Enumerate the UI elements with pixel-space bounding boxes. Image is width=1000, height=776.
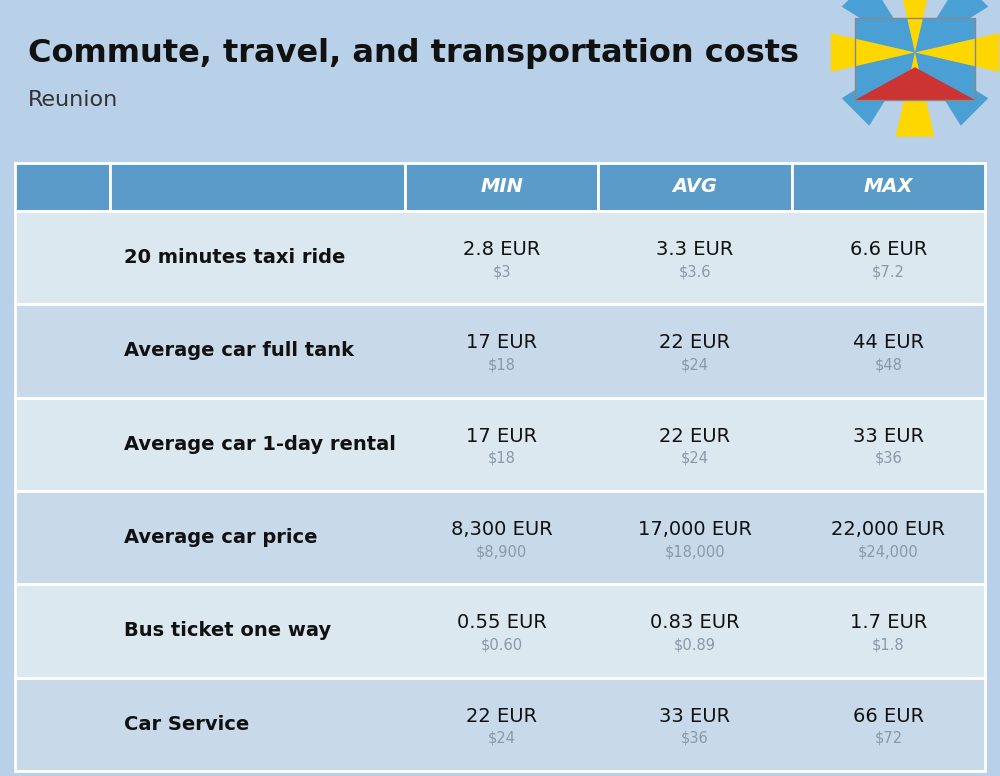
Text: 17 EUR: 17 EUR — [466, 427, 537, 446]
Text: $72: $72 — [874, 731, 902, 746]
Text: 0.55 EUR: 0.55 EUR — [457, 614, 547, 632]
Bar — [15, 491, 985, 584]
Text: 20 minutes taxi ride: 20 minutes taxi ride — [124, 248, 345, 267]
Polygon shape — [855, 68, 975, 100]
Text: $8,900: $8,900 — [476, 544, 527, 559]
Bar — [15, 304, 985, 397]
Text: $7.2: $7.2 — [872, 264, 905, 279]
Bar — [405, 163, 598, 211]
Polygon shape — [842, 53, 915, 126]
Text: Average car price: Average car price — [124, 528, 318, 547]
Bar — [792, 163, 985, 211]
Text: $0.89: $0.89 — [674, 638, 716, 653]
Bar — [855, 18, 975, 100]
Polygon shape — [915, 0, 988, 53]
Text: $36: $36 — [874, 451, 902, 466]
Text: AVG: AVG — [673, 178, 717, 196]
Bar — [598, 163, 792, 211]
Text: $48: $48 — [874, 358, 902, 372]
Polygon shape — [831, 33, 915, 72]
Text: Reunion: Reunion — [28, 90, 118, 110]
Text: 2.8 EUR: 2.8 EUR — [463, 240, 540, 259]
Text: $18,000: $18,000 — [665, 544, 725, 559]
Text: 1.7 EUR: 1.7 EUR — [850, 614, 927, 632]
Text: 6.6 EUR: 6.6 EUR — [850, 240, 927, 259]
Text: $18: $18 — [488, 358, 516, 372]
Text: Average car full tank: Average car full tank — [124, 341, 354, 361]
Text: 17 EUR: 17 EUR — [466, 334, 537, 352]
Text: $3: $3 — [492, 264, 511, 279]
Polygon shape — [842, 0, 915, 53]
Text: MIN: MIN — [480, 178, 523, 196]
Text: $24,000: $24,000 — [858, 544, 919, 559]
Text: 33 EUR: 33 EUR — [659, 707, 731, 726]
Text: 0.83 EUR: 0.83 EUR — [650, 614, 740, 632]
Text: Average car 1-day rental: Average car 1-day rental — [124, 435, 396, 454]
Text: $24: $24 — [681, 451, 709, 466]
Text: $1.8: $1.8 — [872, 638, 905, 653]
Text: 17,000 EUR: 17,000 EUR — [638, 520, 752, 539]
Polygon shape — [896, 0, 934, 53]
Text: 22 EUR: 22 EUR — [466, 707, 537, 726]
Text: 8,300 EUR: 8,300 EUR — [451, 520, 553, 539]
Bar — [855, 18, 975, 100]
Text: $0.60: $0.60 — [481, 638, 523, 653]
Text: Car Service: Car Service — [124, 715, 249, 734]
Polygon shape — [915, 33, 999, 72]
Text: $3.6: $3.6 — [679, 264, 711, 279]
Text: $36: $36 — [681, 731, 709, 746]
Text: 33 EUR: 33 EUR — [853, 427, 924, 446]
Text: Bus ticket one way: Bus ticket one way — [124, 622, 331, 640]
Text: 22,000 EUR: 22,000 EUR — [831, 520, 945, 539]
Bar — [15, 397, 985, 491]
Text: $18: $18 — [488, 451, 516, 466]
Text: Commute, travel, and transportation costs: Commute, travel, and transportation cost… — [28, 38, 799, 69]
Text: MAX: MAX — [864, 178, 913, 196]
Text: $24: $24 — [681, 358, 709, 372]
Text: $24: $24 — [488, 731, 516, 746]
Text: 66 EUR: 66 EUR — [853, 707, 924, 726]
Bar — [110, 163, 405, 211]
Bar — [15, 163, 110, 211]
Bar — [15, 584, 985, 677]
Text: 22 EUR: 22 EUR — [659, 427, 731, 446]
Polygon shape — [915, 53, 988, 126]
Bar — [15, 211, 985, 304]
Text: 22 EUR: 22 EUR — [659, 334, 731, 352]
Bar — [15, 677, 985, 771]
Text: 3.3 EUR: 3.3 EUR — [656, 240, 734, 259]
Polygon shape — [896, 53, 934, 137]
Text: 44 EUR: 44 EUR — [853, 334, 924, 352]
